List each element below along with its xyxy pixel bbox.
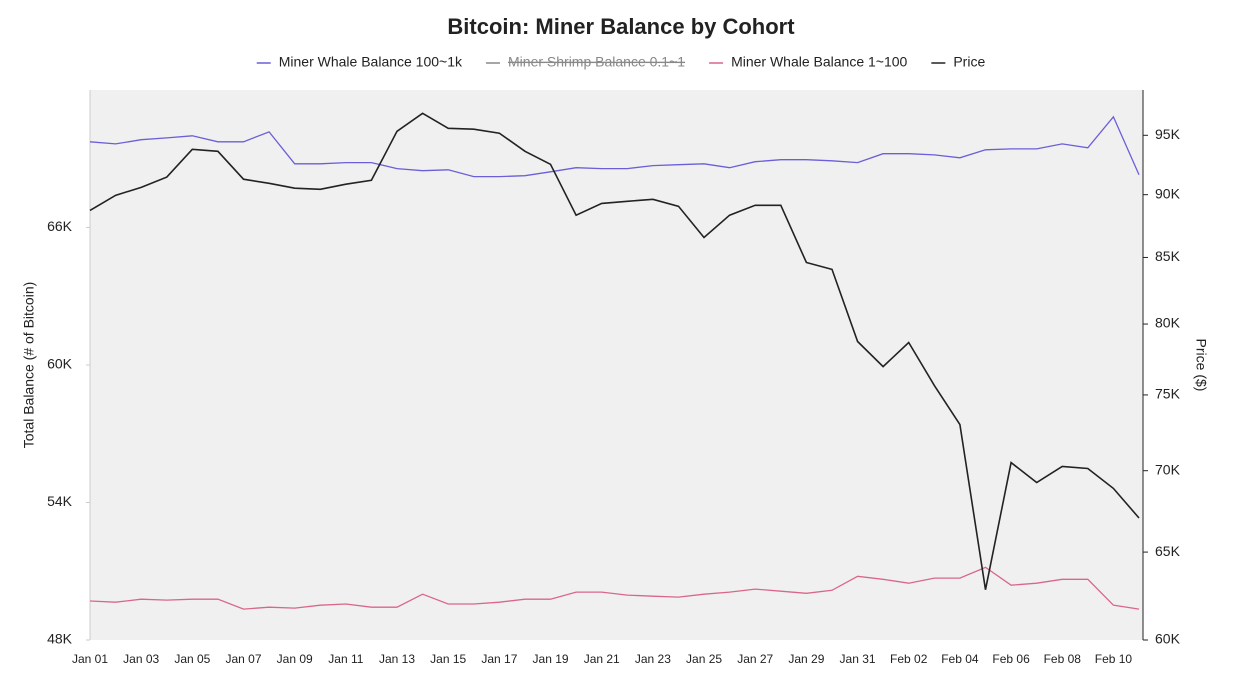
plot-area [90,90,1143,640]
x-tick-label: Jan 07 [225,652,261,666]
legend: Miner Whale Balance 100~1k Miner Shrimp B… [256,54,985,70]
x-tick-label: Jan 09 [277,652,313,666]
legend-label: Price [953,54,985,70]
y2-axis-label: Price ($) [1193,339,1209,392]
y-tick-label: 54K [47,493,73,509]
legend-label: Miner Whale Balance 1~100 [731,54,907,70]
x-tick-label: Jan 21 [584,652,620,666]
series-line [89,115,1140,178]
y-axis-label: Total Balance (# of Bitcoin) [21,282,37,449]
series-line [89,112,1140,590]
y2-tick-label: 65K [1155,543,1181,559]
y2-tick-label: 85K [1155,248,1181,264]
x-tick-label: Jan 19 [533,652,569,666]
x-tick-label: Jan 25 [686,652,722,666]
y-tick-label: 60K [47,356,73,372]
legend-label: Miner Whale Balance 100~1k [279,54,463,70]
series-line [89,566,1140,610]
x-tick-label: Jan 03 [123,652,159,666]
x-tick-label: Jan 15 [430,652,466,666]
y2-tick-label: 70K [1155,461,1181,477]
x-tick-label: Jan 11 [328,652,363,666]
x-tick-label: Jan 27 [737,652,773,666]
x-tick-label: Jan 29 [788,652,824,666]
y-tick-label: 48K [47,631,73,647]
x-tick-label: Feb 10 [1095,652,1133,666]
x-tick-label: Feb 06 [992,652,1030,666]
chart-title: Bitcoin: Miner Balance by Cohort [447,14,795,39]
y2-tick-label: 90K [1155,185,1181,201]
legend-label: Miner Shrimp Balance 0.1~1 [508,54,685,70]
x-tick-label: Feb 02 [890,652,928,666]
y2-tick-label: 75K [1155,386,1181,402]
y2-tick-label: 95K [1155,126,1181,142]
x-tick-label: Jan 23 [635,652,671,666]
x-tick-label: Feb 08 [1044,652,1082,666]
x-tick-label: Jan 01 [72,652,108,666]
x-tick-label: Feb 04 [941,652,979,666]
x-tick-label: Jan 31 [840,652,876,666]
y2-tick-label: 60K [1155,631,1181,647]
x-tick-label: Jan 13 [379,652,415,666]
x-tick-label: Jan 17 [481,652,517,666]
y-tick-label: 66K [47,218,73,234]
y2-tick-label: 80K [1155,315,1181,331]
x-tick-label: Jan 05 [174,652,210,666]
